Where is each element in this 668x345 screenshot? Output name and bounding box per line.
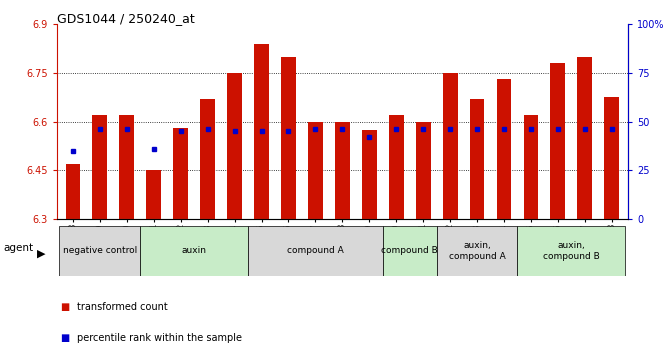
Bar: [437, 226, 518, 276]
Bar: [254, 44, 269, 219]
Text: ■: ■: [60, 302, 69, 312]
Bar: [281, 57, 296, 219]
Text: GDS1044 / 250240_at: GDS1044 / 250240_at: [57, 12, 194, 25]
Bar: [140, 226, 248, 276]
Bar: [92, 115, 108, 219]
Text: agent: agent: [3, 244, 33, 254]
Bar: [248, 226, 383, 276]
Text: compound B: compound B: [381, 246, 438, 256]
Text: negative control: negative control: [63, 246, 137, 256]
Bar: [524, 115, 538, 219]
Bar: [518, 226, 625, 276]
Bar: [335, 122, 350, 219]
Text: auxin: auxin: [182, 246, 206, 256]
Text: auxin,
compound B: auxin, compound B: [543, 241, 600, 261]
Bar: [383, 226, 437, 276]
Bar: [496, 79, 512, 219]
Bar: [59, 226, 140, 276]
Bar: [362, 130, 377, 219]
Bar: [389, 115, 403, 219]
Bar: [443, 73, 458, 219]
Text: transformed count: transformed count: [77, 302, 168, 312]
Text: compound A: compound A: [287, 246, 344, 256]
Bar: [227, 73, 242, 219]
Bar: [120, 115, 134, 219]
Bar: [605, 97, 619, 219]
Bar: [65, 164, 80, 219]
Text: ■: ■: [60, 333, 69, 343]
Bar: [470, 99, 484, 219]
Bar: [173, 128, 188, 219]
Bar: [200, 99, 215, 219]
Bar: [146, 170, 161, 219]
Text: auxin,
compound A: auxin, compound A: [449, 241, 506, 261]
Bar: [577, 57, 593, 219]
Bar: [550, 63, 565, 219]
Bar: [308, 122, 323, 219]
Bar: [415, 122, 431, 219]
Text: ▶: ▶: [37, 248, 45, 258]
Text: percentile rank within the sample: percentile rank within the sample: [77, 333, 242, 343]
